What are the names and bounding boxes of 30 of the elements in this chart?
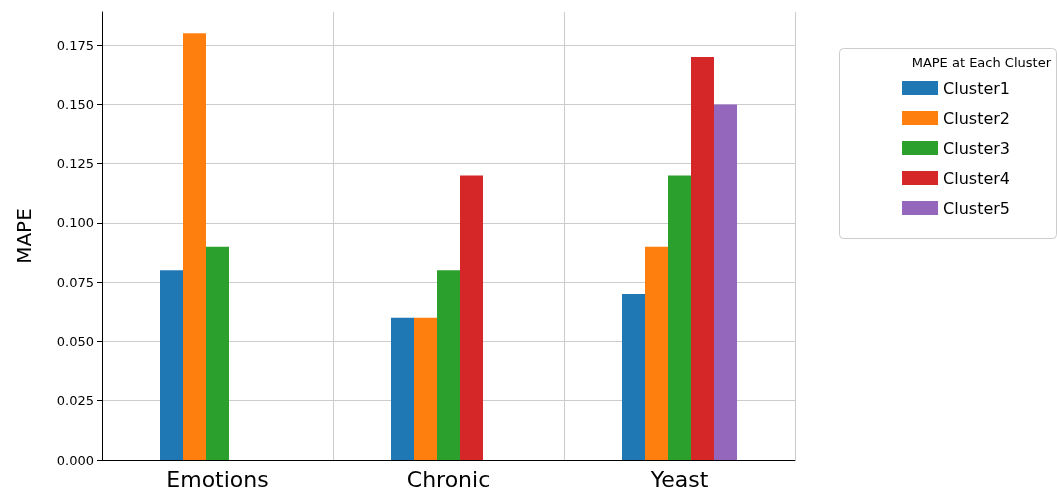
legend-title: MAPE at Each Cluster [911,55,1052,70]
y-tick-label: 0.150 [56,96,94,112]
y-tick-label: 0.075 [56,274,94,290]
x-tick-label: Yeast [649,466,709,492]
bar [691,57,714,460]
y-tick-label: 0.050 [56,333,94,349]
bar [183,33,206,460]
bar [714,104,737,460]
bar [160,270,183,460]
legend-label: Cluster5 [943,198,1010,218]
legend-label: Cluster4 [943,168,1010,188]
bar [645,246,668,460]
y-tick-label: 0.000 [56,452,94,468]
legend-label: Cluster1 [943,78,1010,98]
y-axis-title: MAPE [12,208,36,264]
y-tick-label: 0.100 [56,215,94,231]
legend-label: Cluster3 [943,138,1010,158]
x-tick-label: Chronic [406,466,491,492]
y-tick-label: 0.175 [56,37,94,53]
x-tick-label: Emotions [166,466,269,492]
bar [414,317,437,460]
bar [622,294,645,460]
bar [437,270,460,460]
y-tick-label: 0.025 [56,393,94,409]
bar [391,317,414,460]
legend-label: Cluster2 [943,108,1010,128]
bar [460,175,483,460]
bar [206,246,229,460]
bar [668,175,691,460]
y-tick-label: 0.125 [56,156,94,172]
